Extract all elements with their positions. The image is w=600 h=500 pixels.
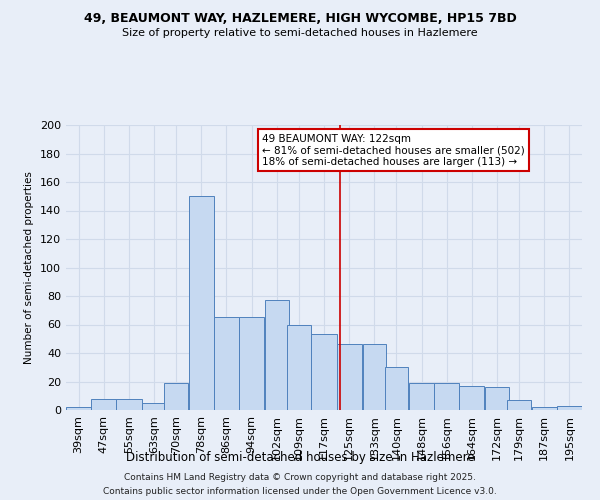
Bar [214, 318, 239, 410]
Text: Contains public sector information licensed under the Open Government Licence v3: Contains public sector information licen… [103, 486, 497, 496]
Bar [142, 403, 166, 410]
Text: 49, BEAUMONT WAY, HAZLEMERE, HIGH WYCOMBE, HP15 7BD: 49, BEAUMONT WAY, HAZLEMERE, HIGH WYCOMB… [83, 12, 517, 26]
Text: Contains HM Land Registry data © Crown copyright and database right 2025.: Contains HM Land Registry data © Crown c… [124, 473, 476, 482]
Bar [362, 344, 386, 410]
Bar [311, 334, 337, 410]
Bar [385, 367, 408, 410]
Bar [265, 300, 289, 410]
Bar [239, 318, 264, 410]
Text: 49 BEAUMONT WAY: 122sqm
← 81% of semi-detached houses are smaller (502)
18% of s: 49 BEAUMONT WAY: 122sqm ← 81% of semi-de… [262, 134, 525, 167]
Bar [507, 400, 531, 410]
Bar [459, 386, 484, 410]
Bar [337, 344, 362, 410]
Text: Distribution of semi-detached houses by size in Hazlemere: Distribution of semi-detached houses by … [125, 451, 475, 464]
Bar [434, 383, 459, 410]
Bar [66, 407, 91, 410]
Y-axis label: Number of semi-detached properties: Number of semi-detached properties [25, 171, 34, 364]
Text: Size of property relative to semi-detached houses in Hazlemere: Size of property relative to semi-detach… [122, 28, 478, 38]
Bar [164, 383, 188, 410]
Bar [116, 398, 142, 410]
Bar [91, 398, 116, 410]
Bar [557, 406, 582, 410]
Bar [532, 407, 557, 410]
Bar [485, 387, 509, 410]
Bar [189, 196, 214, 410]
Bar [287, 324, 311, 410]
Bar [409, 383, 434, 410]
